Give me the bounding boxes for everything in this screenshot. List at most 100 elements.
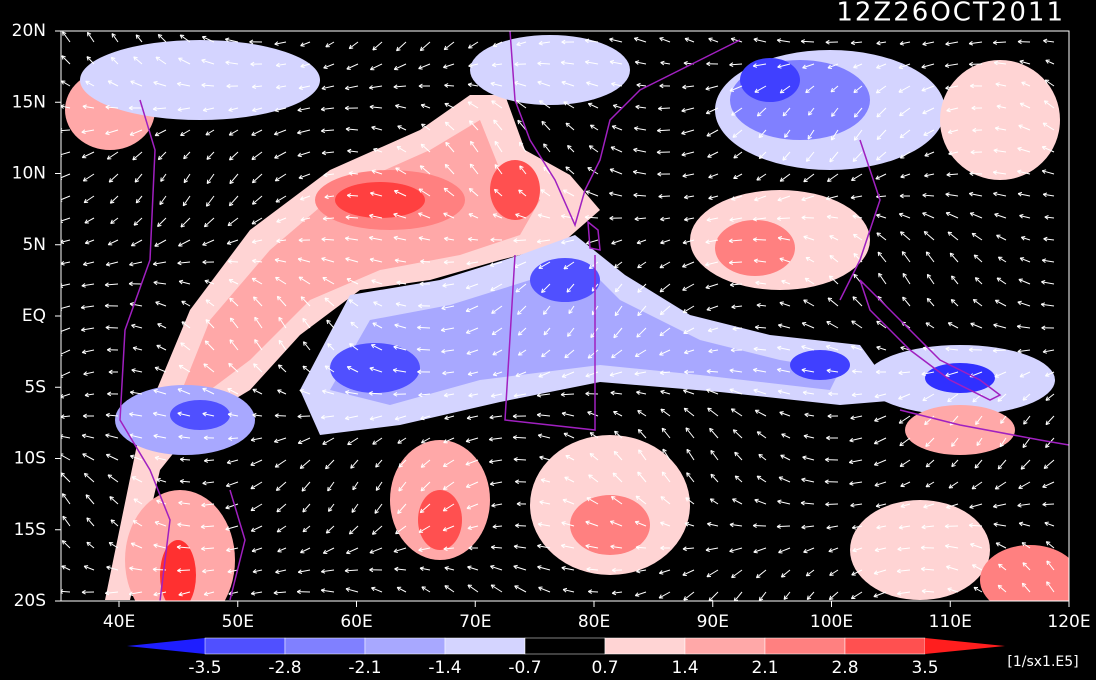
vector-shaft [565, 166, 575, 175]
wind-vector [848, 459, 863, 465]
wind-vector [1017, 146, 1031, 153]
vector-head [82, 352, 87, 355]
vector-head [806, 159, 811, 162]
wind-vector [973, 586, 983, 593]
wind-vector [1045, 393, 1055, 401]
wind-vector [951, 459, 959, 468]
vector-shaft [182, 195, 191, 207]
vector-shaft [347, 437, 359, 446]
vector-shaft [801, 478, 815, 483]
vector-shaft [489, 261, 503, 267]
vector-head [346, 278, 350, 283]
coastline [839, 139, 881, 301]
vector-head [153, 411, 158, 414]
vector-head [370, 344, 375, 349]
vector-head [950, 299, 953, 304]
wind-vector [154, 239, 167, 247]
vector-head [853, 253, 858, 256]
vector-head [753, 348, 758, 352]
vector-shaft [201, 59, 215, 65]
vector-shaft [682, 305, 695, 314]
wind-vector [465, 305, 479, 313]
wind-vector [993, 522, 1007, 527]
vector-head [515, 479, 520, 483]
vector-head [584, 38, 590, 41]
vector-head [85, 494, 88, 499]
wind-vector [490, 283, 503, 291]
wind-vector [659, 305, 671, 316]
vector-head [634, 373, 639, 376]
vector-head [660, 408, 664, 414]
vector-head [348, 299, 352, 304]
vector-shaft [998, 563, 1007, 571]
vector-head [729, 388, 734, 390]
vector-shaft [61, 239, 71, 243]
longitude-label: 70E [459, 612, 491, 632]
vector-head [465, 483, 470, 488]
vector-head [899, 441, 902, 446]
vector-head [997, 465, 1000, 470]
vector-shaft [157, 217, 167, 227]
wind-vector [659, 327, 671, 337]
vector-head [61, 242, 65, 245]
wind-vector [344, 415, 359, 421]
vector-head [614, 263, 617, 268]
red-region [160, 540, 196, 601]
vector-head [251, 278, 255, 282]
vector-shaft [490, 283, 503, 291]
vector-shaft [633, 148, 647, 153]
vector-head [1023, 420, 1025, 425]
vector-shaft [633, 194, 647, 197]
vector-head [753, 38, 758, 43]
wind-vector [327, 503, 335, 512]
vector-head [560, 394, 565, 397]
vector-head [541, 478, 546, 481]
vector-shaft [395, 525, 407, 535]
wind-vector [611, 82, 623, 87]
vector-shaft [876, 232, 887, 241]
wind-vector [488, 436, 503, 442]
wind-vector [562, 189, 575, 197]
wind-vector [609, 168, 623, 175]
vector-head [324, 297, 327, 302]
wind-vector [251, 151, 263, 161]
vector-shaft [274, 151, 287, 159]
wind-vector [852, 214, 863, 219]
wind-vector [777, 63, 791, 69]
vector-shaft [969, 503, 983, 508]
wind-vector [203, 435, 215, 441]
wind-vector [204, 279, 215, 285]
vector-shaft [225, 38, 239, 43]
wind-vector [875, 85, 887, 94]
vector-head [421, 586, 425, 591]
wind-vector [1019, 213, 1031, 219]
vector-head [589, 432, 593, 437]
vector-head [302, 318, 304, 323]
vector-shaft [491, 393, 503, 397]
wind-vector [393, 84, 407, 90]
vector-head [152, 106, 157, 110]
vector-head [155, 56, 159, 61]
wind-vector [779, 411, 791, 417]
vector-head [706, 63, 711, 67]
vector-shaft [371, 344, 383, 351]
wind-vector [82, 453, 95, 461]
vector-head [1022, 582, 1027, 586]
vector-shaft [489, 437, 503, 441]
vector-shaft [568, 305, 575, 314]
vector-head [537, 543, 542, 547]
wind-vector [973, 254, 983, 263]
vector-shaft [899, 41, 911, 45]
wind-vector [81, 151, 95, 159]
wind-vector [705, 85, 719, 91]
vector-head [850, 415, 855, 419]
vector-head [85, 494, 91, 497]
vector-head [62, 31, 67, 34]
vector-head [322, 440, 326, 445]
vector-head [609, 37, 614, 40]
wind-vector [228, 129, 239, 136]
vector-shaft [660, 217, 671, 221]
vector-head [369, 366, 374, 369]
vector-shaft [634, 217, 647, 220]
wind-vector [133, 498, 143, 505]
